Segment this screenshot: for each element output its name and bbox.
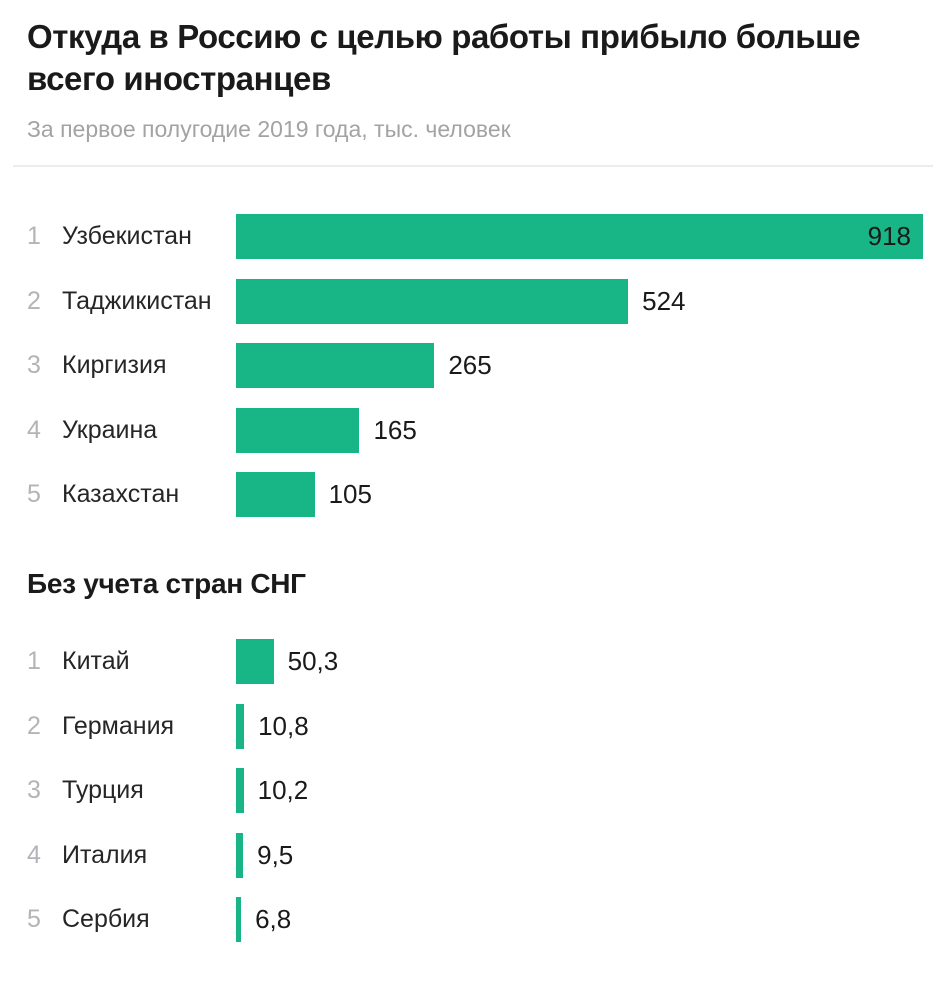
row-rank: 3 [27, 351, 41, 380]
row-country-label: Киргизия [62, 351, 167, 380]
chart-row: 4 Италия 9,5 [27, 832, 923, 878]
chart-row: 1 Узбекистан 918 [27, 214, 923, 260]
chart-cis-countries: 1 Узбекистан 918 2 Таджикистан 524 3 Киргизия 26… [27, 214, 923, 518]
row-country-label: Италия [62, 840, 148, 869]
chart-row: 5 Сербия 6,8 [27, 897, 923, 943]
chart-row: 2 Таджикистан 524 [27, 278, 923, 324]
bar-zone: 524 [236, 278, 923, 324]
chart-row: 1 Китай 50,3 [27, 639, 923, 685]
row-rank: 4 [27, 840, 41, 869]
value-bar [236, 703, 245, 749]
row-rank: 5 [27, 480, 41, 509]
page-title: Откуда в Россию с целью работы прибыло б… [27, 18, 861, 97]
row-country-label: Турция [62, 776, 144, 805]
value-label: 524 [642, 285, 686, 316]
value-label: 50,3 [287, 646, 339, 677]
row-rank: 2 [27, 286, 41, 315]
chart-non-cis-countries: 1 Китай 50,3 2 Германия 10,8 3 Турция 10,2 4 Итали… [27, 639, 923, 943]
bar-zone: 265 [236, 343, 923, 389]
row-country-label: Германия [62, 711, 175, 740]
row-country-label: Казахстан [62, 480, 180, 509]
chart-row: 5 Казахстан 105 [27, 472, 923, 518]
bar-zone: 6,8 [236, 897, 923, 943]
value-bar [236, 639, 274, 685]
row-rank: 3 [27, 776, 41, 805]
row-country-label: Узбекистан [62, 222, 192, 251]
row-country-label: Украина [62, 415, 158, 444]
value-bar [236, 407, 360, 453]
page-subtitle: За первое полугодие 2019 года, тыс. чело… [27, 116, 511, 143]
row-country-label: Китай [62, 647, 130, 676]
value-bar [236, 343, 435, 389]
value-label: 165 [373, 414, 417, 445]
value-label: 105 [328, 479, 372, 510]
value-bar [236, 897, 242, 943]
value-bar: 918 [236, 214, 923, 260]
row-rank: 5 [27, 905, 41, 934]
bar-zone: 50,3 [236, 639, 923, 685]
value-label: 10,8 [258, 710, 309, 741]
bar-zone: 10,2 [236, 768, 923, 814]
chart-row: 2 Германия 10,8 [27, 703, 923, 749]
bar-zone: 9,5 [236, 832, 923, 878]
value-label: 265 [448, 350, 492, 381]
value-bar [236, 278, 629, 324]
divider [13, 165, 933, 168]
row-country-label: Сербия [62, 905, 150, 934]
row-rank: 1 [27, 222, 41, 251]
value-label: 918 [867, 221, 911, 252]
row-rank: 1 [27, 647, 41, 676]
chart-row: 3 Киргизия 265 [27, 343, 923, 389]
value-label: 6,8 [255, 904, 292, 935]
value-label: 9,5 [257, 839, 294, 870]
chart-row: 4 Украина 165 [27, 407, 923, 453]
section-title-non-cis: Без учета стран СНГ [27, 568, 306, 600]
bar-zone: 918 [236, 214, 923, 260]
value-bar [236, 832, 244, 878]
row-rank: 2 [27, 711, 41, 740]
value-bar [236, 768, 244, 814]
bar-zone: 165 [236, 407, 923, 453]
value-label: 10,2 [257, 775, 309, 806]
chart-row: 3 Турция 10,2 [27, 768, 923, 814]
bar-zone: 105 [236, 472, 923, 518]
row-rank: 4 [27, 415, 41, 444]
value-bar [236, 472, 315, 518]
bar-zone: 10,8 [236, 703, 923, 749]
row-country-label: Таджикистан [62, 286, 212, 315]
